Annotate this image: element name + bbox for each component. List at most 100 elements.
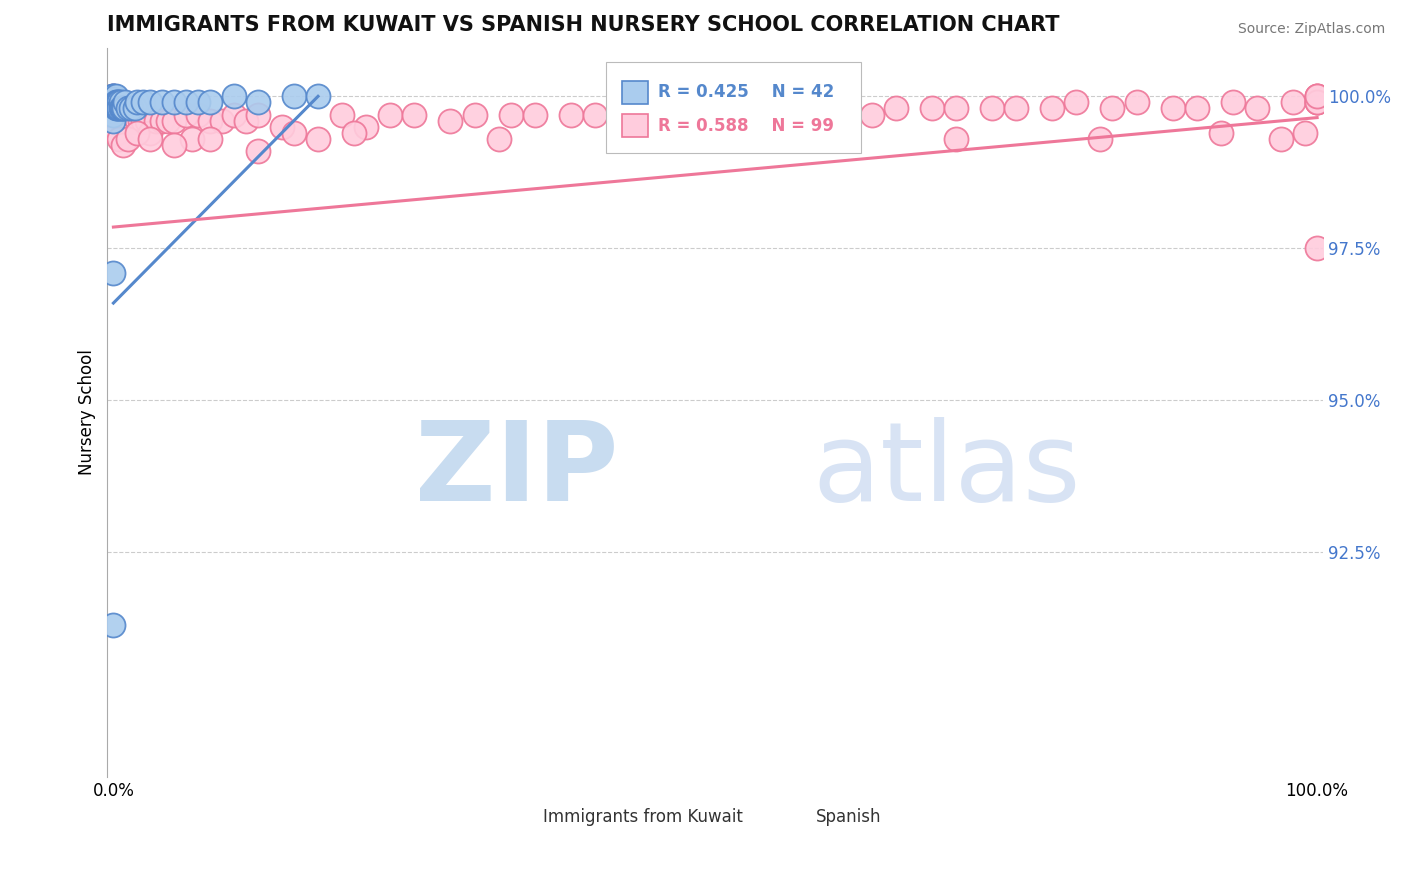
Point	[945, 102, 967, 116]
Point	[644, 126, 666, 140]
Point	[380, 107, 402, 121]
Point	[124, 113, 146, 128]
Point	[103, 107, 125, 121]
Point	[860, 107, 883, 121]
Point	[103, 102, 125, 116]
Point	[145, 113, 167, 128]
Point	[107, 95, 129, 110]
Point	[523, 107, 546, 121]
Point	[198, 95, 221, 110]
Point	[120, 113, 142, 128]
Point	[1294, 126, 1316, 140]
Point	[104, 95, 127, 110]
Point	[499, 107, 522, 121]
Point	[740, 107, 762, 121]
Text: Spanish: Spanish	[815, 808, 882, 826]
Point	[620, 107, 643, 121]
Text: R = 0.425    N = 42: R = 0.425 N = 42	[658, 83, 834, 101]
Point	[112, 107, 135, 121]
Point	[127, 126, 149, 140]
Point	[105, 102, 128, 116]
Point	[107, 107, 129, 121]
Point	[138, 95, 160, 110]
Point	[1306, 89, 1329, 103]
Point	[103, 89, 125, 103]
Point	[121, 113, 143, 128]
Point	[644, 102, 666, 116]
Point	[1306, 95, 1329, 110]
Point	[114, 107, 136, 121]
Point	[124, 102, 146, 116]
Point	[156, 113, 179, 128]
Point	[404, 107, 426, 121]
FancyBboxPatch shape	[606, 62, 860, 153]
Point	[1306, 95, 1329, 110]
Point	[112, 138, 135, 153]
Point	[115, 113, 138, 128]
Point	[198, 132, 221, 146]
Point	[981, 102, 1004, 116]
Point	[103, 266, 125, 280]
Point	[117, 102, 139, 116]
Point	[246, 95, 269, 110]
Point	[800, 132, 823, 146]
Point	[104, 102, 127, 116]
Point	[120, 102, 142, 116]
Point	[112, 102, 135, 116]
Point	[103, 95, 125, 110]
Point	[103, 102, 125, 116]
Point	[1246, 102, 1268, 116]
Point	[1101, 102, 1123, 116]
Point	[103, 89, 125, 103]
Point	[283, 126, 305, 140]
Point	[187, 107, 209, 121]
FancyBboxPatch shape	[782, 806, 808, 827]
Point	[330, 107, 353, 121]
Point	[108, 102, 131, 116]
Point	[307, 132, 329, 146]
Point	[103, 618, 125, 632]
Point	[108, 132, 131, 146]
Point	[246, 107, 269, 121]
Point	[945, 132, 967, 146]
Point	[765, 102, 787, 116]
Point	[162, 95, 184, 110]
Point	[103, 89, 125, 103]
Point	[104, 95, 127, 110]
Point	[198, 113, 221, 128]
Point	[1306, 95, 1329, 110]
Y-axis label: Nursery School: Nursery School	[79, 350, 96, 475]
Point	[1185, 102, 1208, 116]
Point	[800, 107, 823, 121]
Point	[1040, 102, 1063, 116]
Point	[111, 107, 134, 121]
Point	[222, 107, 245, 121]
Point	[105, 102, 128, 116]
Point	[1306, 89, 1329, 103]
Point	[132, 95, 155, 110]
Point	[921, 102, 943, 116]
Point	[107, 102, 129, 116]
Point	[127, 95, 149, 110]
Point	[463, 107, 485, 121]
Point	[117, 107, 139, 121]
Point	[1090, 132, 1112, 146]
Point	[1306, 89, 1329, 103]
Point	[1066, 95, 1088, 110]
Point	[132, 113, 155, 128]
Point	[187, 95, 209, 110]
Point	[112, 102, 135, 116]
Point	[104, 102, 127, 116]
Point	[560, 107, 582, 121]
Point	[271, 120, 294, 134]
Point	[138, 132, 160, 146]
Point	[1282, 95, 1305, 110]
Point	[1161, 102, 1184, 116]
Text: ZIP: ZIP	[415, 417, 619, 524]
Point	[1209, 126, 1232, 140]
Text: R = 0.588    N = 99: R = 0.588 N = 99	[658, 117, 834, 135]
Point	[105, 107, 128, 121]
Point	[104, 107, 127, 121]
Point	[105, 126, 128, 140]
Point	[104, 95, 127, 110]
